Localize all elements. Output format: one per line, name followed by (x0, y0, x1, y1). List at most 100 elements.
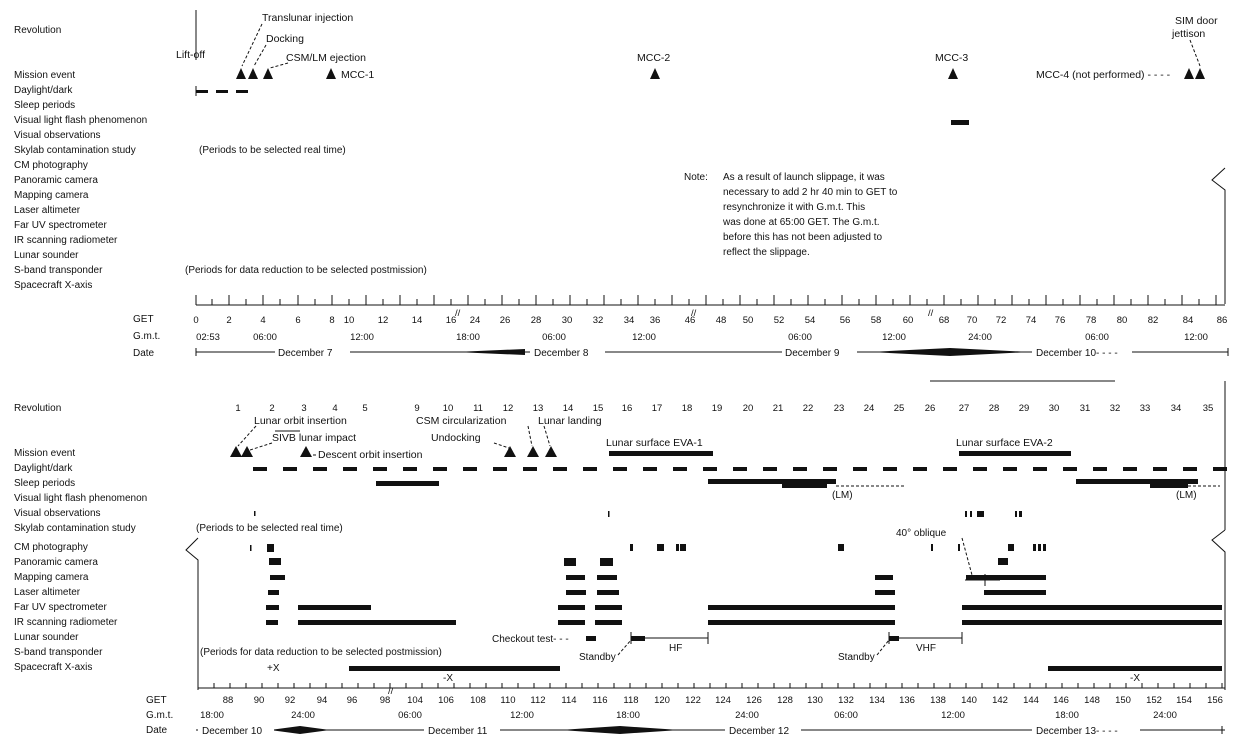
plus-x-label: +X (267, 663, 280, 674)
sim-door-label-2: jettison (1171, 28, 1205, 40)
standby2-leader (876, 639, 890, 656)
top-get-tick-label: 54 (805, 315, 816, 326)
standby1-leader (617, 639, 632, 656)
row-label-mission-event: Mission event (14, 70, 75, 81)
top-get-tick-label: 12 (378, 315, 389, 326)
top-bars (195, 86, 969, 125)
top-date-dec9: December 9 (785, 348, 840, 359)
laser-bar (875, 590, 895, 595)
row-label-daylight: Daylight/dark (14, 463, 73, 474)
undocking-leader (493, 442, 510, 449)
daylight-segment (793, 467, 807, 471)
row-label-light-flash: Visual light flash phenomenon (14, 493, 147, 504)
bottom-get-tick-label: 120 (654, 695, 670, 706)
eva2-label: Lunar surface EVA-2 (956, 437, 1053, 449)
revolution-number: 23 (834, 403, 845, 414)
revolution-number: 24 (864, 403, 875, 414)
top-date-wedge (455, 349, 525, 355)
bottom-get-tick-label: 154 (1176, 695, 1192, 706)
bottom-gmt-tick-label: 24:00 (735, 710, 759, 721)
daylight-segment (1093, 467, 1107, 471)
daylight-segment (236, 90, 248, 93)
bottom-get-tick-label: 98 (380, 695, 391, 706)
bottom-get-tick-label: 114 (561, 695, 576, 706)
cm-photo-mark (1038, 544, 1041, 551)
top-get-tick-label: 86 (1217, 315, 1228, 326)
top-row-labels: Revolution Mission event Daylight/dark S… (14, 25, 147, 291)
daylight-segment (883, 467, 897, 471)
revolution-number: 19 (712, 403, 723, 414)
top-events: Lift-off Translunar injection Docking CS… (176, 10, 1218, 81)
row-label-sband: S-band transponder (14, 647, 103, 658)
bottom-gmt-tick-label: 12:00 (941, 710, 965, 721)
date-label-bg (1032, 724, 1140, 736)
note-line: was done at 65:00 GET. The G.m.t. (722, 217, 880, 228)
visual-obs-mark (970, 511, 972, 517)
far-uv-bar (266, 605, 279, 610)
revolution-number: 32 (1110, 403, 1121, 414)
revolution-number: 26 (925, 403, 936, 414)
daylight-segment (1123, 467, 1137, 471)
bottom-date-wedge (560, 726, 680, 734)
bottom-sband-note: (Periods for data reduction to be select… (200, 647, 442, 658)
ir-bar (708, 620, 895, 625)
event-marker-landing (545, 446, 557, 457)
bottom-get-tick-label: 144 (1023, 695, 1039, 706)
revolution-number: 9 (414, 403, 419, 414)
bottom-get-tick-label: 134 (869, 695, 885, 706)
checkout-bar (586, 636, 596, 641)
top-date-dec7: December 7 (278, 348, 333, 359)
top-get-tick-label: 2 (226, 315, 231, 326)
row-label-ir: IR scanning radiometer (14, 235, 118, 246)
top-date-wedge (870, 348, 1030, 356)
sivb-leader (249, 442, 273, 451)
bottom-axis: // GET G.m.t. Date 88 90 92 94 96 98 104 106 108… (146, 683, 1225, 737)
top-gmt-tick-label: 06:00 (1085, 332, 1109, 343)
bottom-skylab-note: (Periods to be selected real time) (196, 523, 343, 534)
event-marker-mcc2 (650, 68, 660, 79)
bottom-get-tick-label: 130 (807, 695, 823, 706)
daylight-segment (913, 467, 927, 471)
top-gmt-tick-label: 06:00 (542, 332, 566, 343)
laser-bar (566, 590, 586, 595)
revolution-number: 28 (989, 403, 1000, 414)
bottom-get-tick-label: 112 (530, 695, 545, 706)
top-get-tick-label: 36 (650, 315, 661, 326)
revolution-number: 12 (503, 403, 514, 414)
top-get-tick-label: 28 (531, 315, 542, 326)
note-line: necessary to add 2 hr 40 min to GET to (723, 187, 898, 198)
cm-photo-mark (630, 544, 633, 551)
row-label-mission-event: Mission event (14, 448, 75, 459)
row-label-visual-obs: Visual observations (14, 508, 101, 519)
top-get-tick-label: 30 (562, 315, 573, 326)
top-gmt-tick-label: 12:00 (1184, 332, 1208, 343)
slippage-note: Note: As a result of launch slippage, it… (684, 172, 898, 258)
docking-leader (253, 44, 267, 67)
visual-obs-mark (977, 511, 984, 517)
loi-label: Lunar orbit insertion (254, 415, 347, 427)
bottom-get-tick-label: 128 (777, 695, 793, 706)
sim-door-label-1: SIM door (1175, 15, 1218, 27)
top-get-tick-label: 4 (260, 315, 265, 326)
daylight-segment (583, 467, 597, 471)
event-marker-sim-door (1195, 68, 1205, 79)
row-label-panoramic: Panoramic camera (14, 557, 98, 568)
cm-photo-mark (250, 545, 252, 551)
ir-bar (298, 620, 456, 625)
top-get-tick-label: 80 (1117, 315, 1128, 326)
csm-circ-label: CSM circularization (416, 415, 507, 427)
daylight-segment (763, 467, 777, 471)
row-label-skylab: Skylab contamination study (14, 145, 136, 156)
eva1-bar (609, 451, 713, 456)
revolution-number: 30 (1049, 403, 1060, 414)
row-label-sleep: Sleep periods (14, 100, 75, 111)
daylight-segment (216, 90, 228, 93)
axis-break-mark: // (691, 308, 697, 319)
daylight-segment (403, 467, 417, 471)
top-get-tick-label: 16 (446, 315, 457, 326)
daylight-segment (643, 467, 657, 471)
ejection-leader (269, 62, 289, 69)
note-line: reflect the slippage. (723, 247, 810, 258)
bottom-get-tick-label: 108 (470, 695, 486, 706)
row-label-sband: S-band transponder (14, 265, 103, 276)
